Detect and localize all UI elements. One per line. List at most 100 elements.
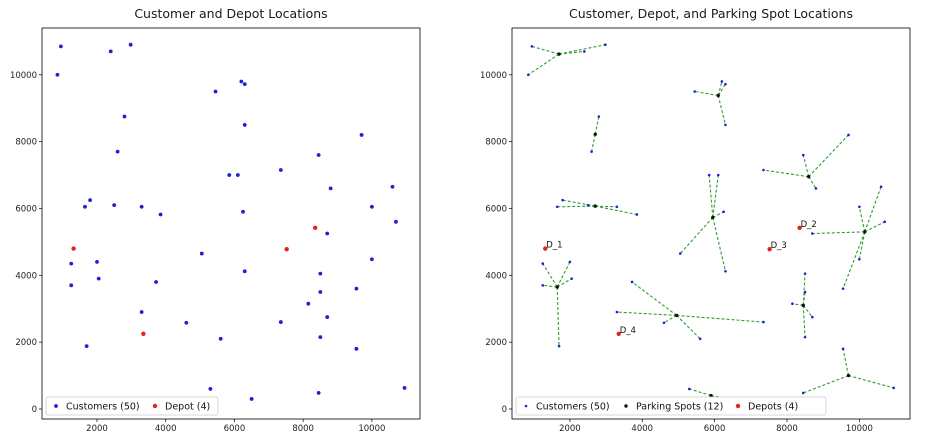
parking-spot-point xyxy=(716,93,720,98)
customer-point xyxy=(801,391,805,395)
customer-point xyxy=(316,153,321,157)
x-tick-label: 6000 xyxy=(224,424,246,434)
customer-point xyxy=(325,315,330,319)
customer-point xyxy=(693,90,697,93)
customer-point xyxy=(128,42,133,47)
customer-point xyxy=(369,257,374,262)
plot-frame xyxy=(511,27,911,420)
assignment-link xyxy=(542,263,558,288)
customer-point xyxy=(555,205,559,209)
assignment-link xyxy=(802,273,806,306)
customer-point xyxy=(883,220,886,224)
customer-point xyxy=(724,123,727,127)
customer-point xyxy=(328,186,333,191)
customer-point xyxy=(615,310,619,314)
y-tick-label: 8000 xyxy=(485,138,507,148)
legend-marker-depot xyxy=(152,403,158,409)
customer-point xyxy=(208,387,213,391)
legend-marker-customers xyxy=(524,404,528,408)
customer-point xyxy=(762,320,765,324)
customer-point xyxy=(570,277,573,280)
assignment-link xyxy=(848,375,894,389)
customer-point xyxy=(84,344,89,349)
customer-point xyxy=(541,262,545,265)
customer-point xyxy=(59,44,63,49)
depot-point xyxy=(767,247,772,252)
chart-panel-2: Customer, Depot, and Parking Spot Locati… xyxy=(480,6,911,434)
x-tick-label: 4000 xyxy=(631,424,653,434)
customer-point xyxy=(803,290,807,294)
customer-point xyxy=(241,209,245,214)
chart-title: Customer, Depot, and Parking Spot Locati… xyxy=(569,6,853,21)
customer-point xyxy=(811,315,814,319)
customer-point xyxy=(814,187,818,190)
y-tick-label: 2000 xyxy=(485,338,507,348)
customer-point xyxy=(69,283,74,288)
parking-spot-point xyxy=(555,285,559,289)
customer-point xyxy=(630,280,634,284)
assignment-link xyxy=(858,231,866,260)
assignment-link xyxy=(717,83,726,96)
assignment-link xyxy=(808,134,849,178)
customer-point xyxy=(662,321,666,325)
customer-point xyxy=(530,45,534,48)
parking-spot-point xyxy=(674,313,679,318)
assignment-link xyxy=(803,375,849,394)
y-tick-label: 0 xyxy=(32,405,37,415)
customer-point xyxy=(635,213,639,216)
x-tick-label: 10000 xyxy=(846,424,873,434)
assignment-link xyxy=(712,174,719,218)
assignment-link xyxy=(595,205,617,208)
customer-point xyxy=(227,173,232,177)
y-tick-label: 10000 xyxy=(480,71,507,81)
customer-point xyxy=(716,173,720,177)
customer-point xyxy=(615,205,619,209)
y-tick-label: 4000 xyxy=(485,271,507,281)
customer-point xyxy=(722,210,725,214)
y-tick-label: 0 xyxy=(502,405,507,415)
parking-spot-point xyxy=(593,132,597,136)
assignment-link xyxy=(812,231,865,235)
customer-point xyxy=(249,397,254,401)
assignment-link xyxy=(689,388,712,397)
customer-point xyxy=(698,337,702,341)
assignment-link xyxy=(595,205,637,216)
assignment-link xyxy=(763,169,809,178)
customer-point xyxy=(306,301,311,306)
customer-point xyxy=(242,123,247,127)
customer-point xyxy=(139,310,144,314)
customer-point xyxy=(568,260,572,264)
assignment-link xyxy=(712,217,727,272)
customer-point xyxy=(791,302,794,306)
assignment-link xyxy=(679,217,714,254)
customer-point xyxy=(318,271,323,276)
depot-point xyxy=(797,225,802,231)
legend-box xyxy=(45,396,219,416)
assignment-link xyxy=(802,291,806,306)
y-tick-label: 2000 xyxy=(15,338,37,348)
assignment-link xyxy=(527,53,560,76)
assignment-link xyxy=(542,284,558,288)
customer-point xyxy=(803,272,807,275)
assignment-link xyxy=(842,231,866,289)
customer-point xyxy=(199,251,204,256)
depot-point xyxy=(543,246,548,251)
y-tick-label: 10000 xyxy=(10,71,37,81)
customer-point xyxy=(892,386,896,390)
assignment-link xyxy=(616,311,677,316)
depot-label: D_3 xyxy=(771,241,787,251)
customer-point xyxy=(724,269,727,273)
customer-point xyxy=(83,204,87,209)
assignment-link xyxy=(594,116,600,135)
assignment-link xyxy=(694,90,719,97)
customer-point xyxy=(122,114,127,119)
depot-point xyxy=(616,331,621,336)
customer-point xyxy=(242,269,247,274)
customer-point xyxy=(394,219,398,224)
assignment-link xyxy=(717,81,723,96)
customer-point xyxy=(184,320,189,325)
customer-point xyxy=(354,286,359,291)
depot-label: D_1 xyxy=(546,241,562,251)
assignment-link xyxy=(556,278,572,288)
